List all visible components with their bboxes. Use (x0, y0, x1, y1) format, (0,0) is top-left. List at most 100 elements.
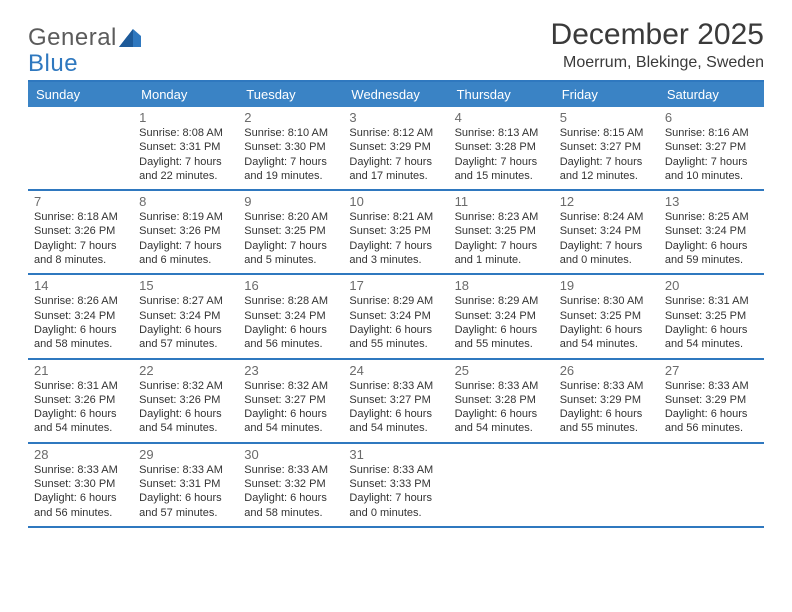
daylight-line: Daylight: 6 hours (244, 407, 337, 421)
sunset-line: Sunset: 3:27 PM (665, 140, 758, 154)
sunset-line: Sunset: 3:24 PM (560, 224, 653, 238)
weekday-header-row: Sunday Monday Tuesday Wednesday Thursday… (28, 82, 764, 107)
day-cell: 9Sunrise: 8:20 AMSunset: 3:25 PMDaylight… (238, 191, 343, 273)
day-cell: 12Sunrise: 8:24 AMSunset: 3:24 PMDayligh… (554, 191, 659, 273)
sunset-line: Sunset: 3:24 PM (455, 309, 548, 323)
daylight-line: Daylight: 6 hours (349, 323, 442, 337)
day-number: 30 (244, 447, 337, 462)
daylight-line: and 5 minutes. (244, 253, 337, 267)
logo-word-1: General (28, 24, 117, 52)
sunrise-line: Sunrise: 8:33 AM (455, 379, 548, 393)
day-number: 20 (665, 278, 758, 293)
sunset-line: Sunset: 3:24 PM (139, 309, 232, 323)
daylight-line: and 54 minutes. (560, 337, 653, 351)
sunrise-line: Sunrise: 8:16 AM (665, 126, 758, 140)
sunset-line: Sunset: 3:24 PM (665, 224, 758, 238)
day-cell: 21Sunrise: 8:31 AMSunset: 3:26 PMDayligh… (28, 360, 133, 442)
daylight-line: Daylight: 7 hours (455, 155, 548, 169)
sunrise-line: Sunrise: 8:21 AM (349, 210, 442, 224)
sunrise-line: Sunrise: 8:26 AM (34, 294, 127, 308)
daylight-line: and 54 minutes. (244, 421, 337, 435)
sunrise-line: Sunrise: 8:33 AM (349, 463, 442, 477)
daylight-line: Daylight: 6 hours (139, 407, 232, 421)
day-number: 11 (455, 194, 548, 209)
sunrise-line: Sunrise: 8:33 AM (349, 379, 442, 393)
day-number: 14 (34, 278, 127, 293)
title-block: December 2025 Moerrum, Blekinge, Sweden (551, 18, 764, 72)
day-number: 8 (139, 194, 232, 209)
sunset-line: Sunset: 3:26 PM (34, 393, 127, 407)
calendar: Sunday Monday Tuesday Wednesday Thursday… (28, 80, 764, 528)
sunrise-line: Sunrise: 8:25 AM (665, 210, 758, 224)
daylight-line: and 54 minutes. (34, 421, 127, 435)
sunrise-line: Sunrise: 8:32 AM (139, 379, 232, 393)
sunset-line: Sunset: 3:24 PM (34, 309, 127, 323)
daylight-line: Daylight: 7 hours (455, 239, 548, 253)
day-cell: 31Sunrise: 8:33 AMSunset: 3:33 PMDayligh… (343, 444, 448, 526)
day-number: 12 (560, 194, 653, 209)
sunrise-line: Sunrise: 8:28 AM (244, 294, 337, 308)
weekday-header: Thursday (449, 82, 554, 107)
daylight-line: and 55 minutes. (349, 337, 442, 351)
day-cell: 18Sunrise: 8:29 AMSunset: 3:24 PMDayligh… (449, 275, 554, 357)
day-cell: 6Sunrise: 8:16 AMSunset: 3:27 PMDaylight… (659, 107, 764, 189)
daylight-line: Daylight: 7 hours (349, 239, 442, 253)
sunset-line: Sunset: 3:25 PM (349, 224, 442, 238)
sunset-line: Sunset: 3:32 PM (244, 477, 337, 491)
daylight-line: and 54 minutes. (455, 421, 548, 435)
sunset-line: Sunset: 3:24 PM (349, 309, 442, 323)
sunrise-line: Sunrise: 8:23 AM (455, 210, 548, 224)
sunrise-line: Sunrise: 8:33 AM (34, 463, 127, 477)
sunset-line: Sunset: 3:29 PM (665, 393, 758, 407)
day-number: 10 (349, 194, 442, 209)
sunset-line: Sunset: 3:29 PM (560, 393, 653, 407)
day-number: 15 (139, 278, 232, 293)
day-cell (659, 444, 764, 526)
day-cell: 25Sunrise: 8:33 AMSunset: 3:28 PMDayligh… (449, 360, 554, 442)
sunrise-line: Sunrise: 8:15 AM (560, 126, 653, 140)
sunset-line: Sunset: 3:25 PM (455, 224, 548, 238)
day-number: 23 (244, 363, 337, 378)
daylight-line: and 22 minutes. (139, 169, 232, 183)
calendar-page: General December 2025 Moerrum, Blekinge,… (0, 0, 792, 612)
sunset-line: Sunset: 3:28 PM (455, 140, 548, 154)
day-cell: 22Sunrise: 8:32 AMSunset: 3:26 PMDayligh… (133, 360, 238, 442)
daylight-line: and 8 minutes. (34, 253, 127, 267)
daylight-line: Daylight: 6 hours (34, 491, 127, 505)
day-number: 16 (244, 278, 337, 293)
daylight-line: and 1 minute. (455, 253, 548, 267)
daylight-line: Daylight: 7 hours (560, 239, 653, 253)
sunset-line: Sunset: 3:26 PM (34, 224, 127, 238)
weekday-header: Monday (133, 82, 238, 107)
day-cell: 28Sunrise: 8:33 AMSunset: 3:30 PMDayligh… (28, 444, 133, 526)
day-cell: 23Sunrise: 8:32 AMSunset: 3:27 PMDayligh… (238, 360, 343, 442)
week-row: 28Sunrise: 8:33 AMSunset: 3:30 PMDayligh… (28, 444, 764, 528)
daylight-line: Daylight: 7 hours (665, 155, 758, 169)
day-number: 22 (139, 363, 232, 378)
day-number: 7 (34, 194, 127, 209)
daylight-line: Daylight: 6 hours (139, 491, 232, 505)
daylight-line: Daylight: 6 hours (665, 239, 758, 253)
day-cell: 19Sunrise: 8:30 AMSunset: 3:25 PMDayligh… (554, 275, 659, 357)
sunrise-line: Sunrise: 8:29 AM (349, 294, 442, 308)
weekday-header: Tuesday (238, 82, 343, 107)
daylight-line: and 56 minutes. (665, 421, 758, 435)
daylight-line: Daylight: 6 hours (244, 323, 337, 337)
day-cell: 3Sunrise: 8:12 AMSunset: 3:29 PMDaylight… (343, 107, 448, 189)
sunrise-line: Sunrise: 8:32 AM (244, 379, 337, 393)
day-cell: 5Sunrise: 8:15 AMSunset: 3:27 PMDaylight… (554, 107, 659, 189)
logo-mark-icon (119, 29, 141, 47)
daylight-line: Daylight: 6 hours (560, 323, 653, 337)
week-row: 7Sunrise: 8:18 AMSunset: 3:26 PM Daylight… (28, 191, 764, 275)
sunset-line: Sunset: 3:27 PM (244, 393, 337, 407)
sunrise-line: Sunrise: 8:18 AM (34, 210, 127, 224)
daylight-line: Daylight: 7 hours (244, 155, 337, 169)
day-cell (449, 444, 554, 526)
day-cell: 30Sunrise: 8:33 AMSunset: 3:32 PMDayligh… (238, 444, 343, 526)
sunset-line: Sunset: 3:25 PM (560, 309, 653, 323)
weeks-container: 1Sunrise: 8:08 AMSunset: 3:31 PMDaylight… (28, 107, 764, 528)
daylight-line: Daylight: 7 hours (349, 491, 442, 505)
sunset-line: Sunset: 3:25 PM (244, 224, 337, 238)
daylight-line: and 0 minutes. (560, 253, 653, 267)
day-number: 4 (455, 110, 548, 125)
